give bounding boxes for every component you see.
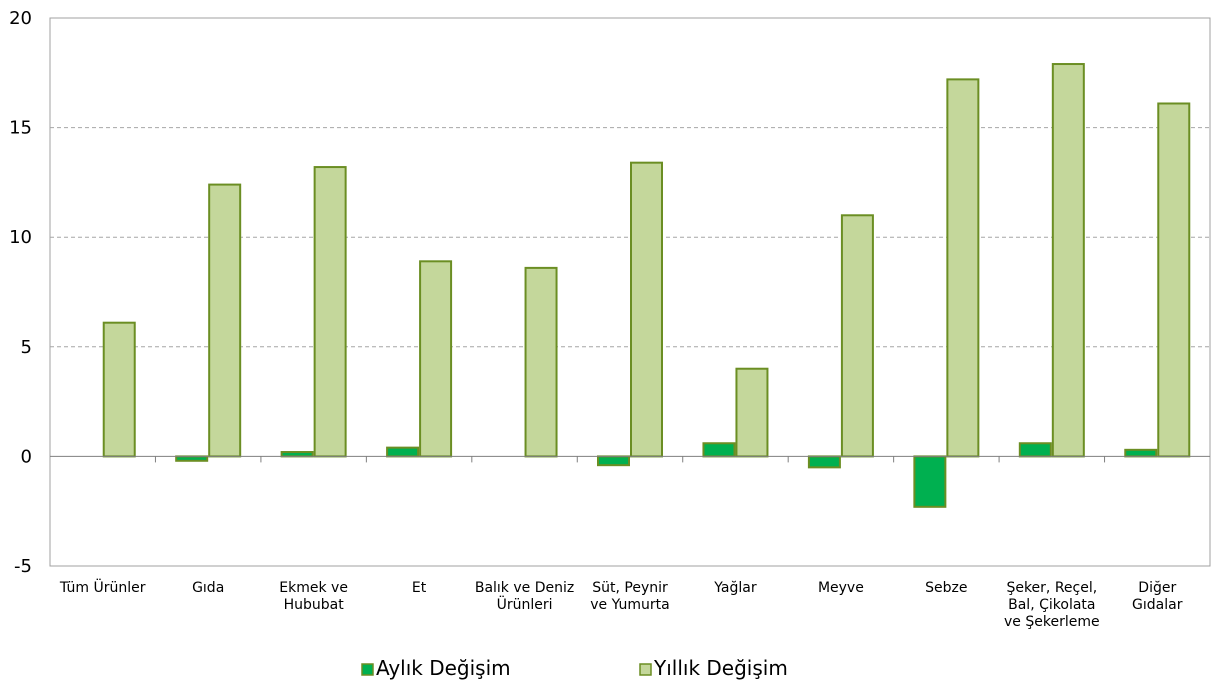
bar-yillik xyxy=(208,183,242,458)
bar-yillik xyxy=(419,260,453,458)
bar-aylik xyxy=(807,455,841,469)
bar-yillik xyxy=(524,266,558,458)
bar-yillik xyxy=(102,321,136,458)
y-tick-label: 0 xyxy=(21,446,32,467)
bar-aylik xyxy=(386,446,420,458)
bar-aylik xyxy=(175,455,209,462)
bar-aylik xyxy=(1018,442,1052,458)
x-tick-label: Şeker, Reçel, Bal, Çikolata ve Şekerleme xyxy=(1004,580,1100,630)
bar-aylik xyxy=(597,455,630,467)
bar-yillik xyxy=(1051,63,1085,458)
y-tick-label: -5 xyxy=(14,556,32,577)
y-tick-label: 5 xyxy=(21,337,32,358)
x-tick-label: Süt, Peynir ve Yumurta xyxy=(590,580,670,613)
x-tick-label: Sebze xyxy=(925,580,967,596)
x-tick-label: Diğer Gıdalar xyxy=(1132,580,1183,613)
bar-yillik xyxy=(313,166,347,458)
x-tick-label: Ekmek ve Hububat xyxy=(279,580,348,613)
legend-swatch xyxy=(361,663,374,676)
bar-aylik xyxy=(702,442,736,458)
bar-yillik xyxy=(735,367,769,458)
legend-label: Yıllık Değişim xyxy=(653,656,788,680)
x-tick-label: Yağlar xyxy=(713,580,757,596)
bar-yillik xyxy=(630,161,663,458)
x-tick-label: Tüm Ürünler xyxy=(59,578,146,596)
x-tick-label: Meyve xyxy=(818,580,864,596)
bar-aylik xyxy=(913,455,947,508)
legend: Aylık Değişim Yıllık Değişim xyxy=(361,656,788,680)
y-axis: -5 0 5 10 15 20 xyxy=(9,8,32,577)
x-tick-label: Et xyxy=(412,580,427,596)
y-tick-label: 20 xyxy=(9,8,32,29)
grid-lines xyxy=(50,127,1210,348)
legend-swatch xyxy=(639,663,652,676)
y-tick-label: 15 xyxy=(9,118,32,139)
bars xyxy=(102,63,1191,508)
bar-yillik xyxy=(946,78,980,458)
x-tick-label: Gıda xyxy=(192,580,224,596)
bar-aylik xyxy=(280,451,314,458)
x-axis: Tüm Ürünler Gıda Ekmek ve Hububat Et Balık ve… xyxy=(50,455,1210,630)
x-tick-label: Balık ve Deniz Ürünleri xyxy=(475,580,574,613)
bar-yillik xyxy=(1157,102,1191,458)
y-tick-label: 10 xyxy=(9,227,32,248)
bar-aylik xyxy=(1124,448,1158,458)
legend-label: Aylık Değişim xyxy=(376,656,511,680)
bar-yillik xyxy=(840,214,874,458)
